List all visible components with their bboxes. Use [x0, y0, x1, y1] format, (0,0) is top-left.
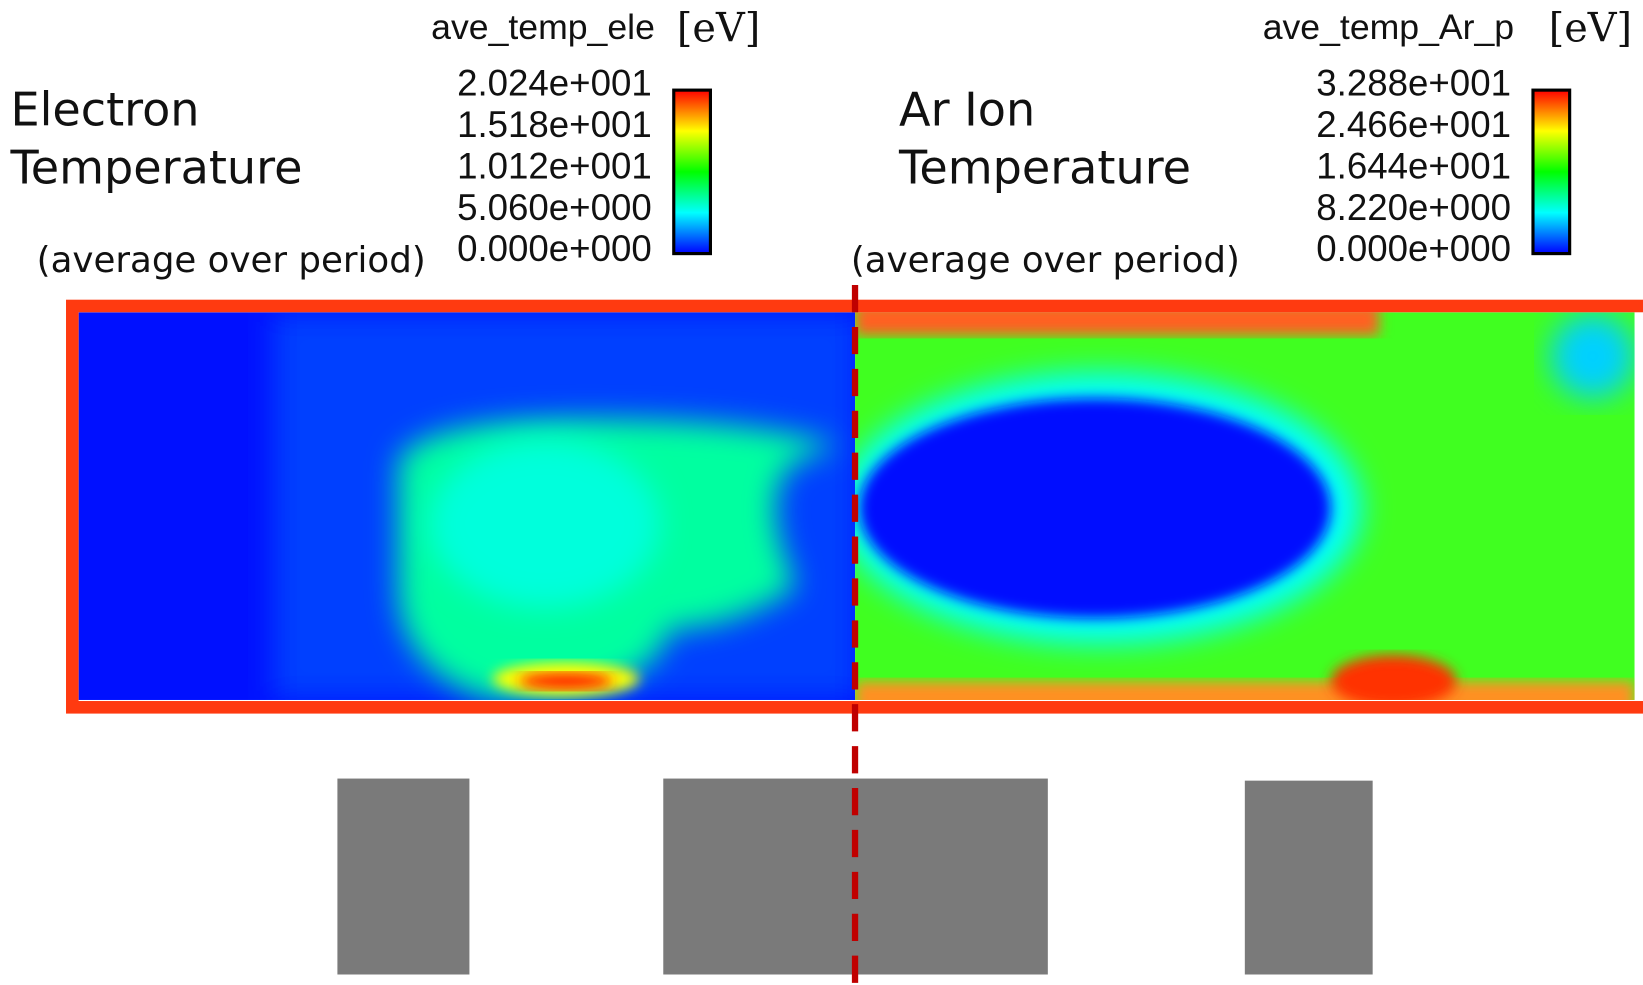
colorbar — [672, 88, 713, 256]
electrode — [1244, 780, 1373, 975]
colorbar-tick-label: 3.288e+001 — [1316, 63, 1511, 104]
colorbar-unit: [eV] — [1549, 5, 1632, 51]
panel-subtitle: (average over period) — [851, 240, 1240, 281]
colorbar-label: ave_temp_ele — [431, 7, 655, 47]
panel-title: Ar Ion — [899, 83, 1035, 137]
colorbar-tick-label: 5.060e+000 — [457, 187, 652, 228]
colorbar-tick-label: 1.518e+001 — [457, 104, 652, 145]
electrode — [337, 778, 470, 975]
colorbar-unit: [eV] — [677, 5, 760, 51]
panel-subtitle: (average over period) — [37, 240, 426, 281]
colorbar — [1531, 88, 1572, 256]
field-cool — [1550, 314, 1635, 399]
panel-title: Temperature — [9, 140, 302, 194]
domain-border — [66, 299, 1643, 714]
colorbar-ticks: 3.288e+0012.466e+0011.644e+0018.220e+000… — [1316, 63, 1511, 270]
ion-field — [855, 312, 1635, 700]
colorbar-tick-label: 2.466e+001 — [1316, 104, 1511, 145]
colorbar-ticks: 2.024e+0011.518e+0011.012e+0015.060e+000… — [457, 63, 652, 270]
colorbar-tick-label: 8.220e+000 — [1316, 187, 1511, 228]
colorbar-tick-label: 1.012e+001 — [457, 145, 652, 186]
field-hot-core — [518, 672, 613, 690]
electron-field — [78, 312, 856, 700]
panel-title: Temperature — [898, 140, 1191, 194]
field-core — [859, 398, 1331, 619]
field-edge — [855, 312, 1379, 336]
colorbar-tick-label: 2.024e+001 — [457, 63, 652, 104]
colorbar-tick-label: 0.000e+000 — [457, 228, 652, 269]
colorbar-tick-label: 1.644e+001 — [1316, 145, 1511, 186]
colorbar-label: ave_temp_Ar_p — [1263, 7, 1514, 47]
field-core — [429, 440, 661, 608]
colorbar-tick-label: 0.000e+000 — [1316, 228, 1511, 269]
panel-title: Electron — [10, 83, 199, 137]
field-hot — [1330, 654, 1457, 700]
